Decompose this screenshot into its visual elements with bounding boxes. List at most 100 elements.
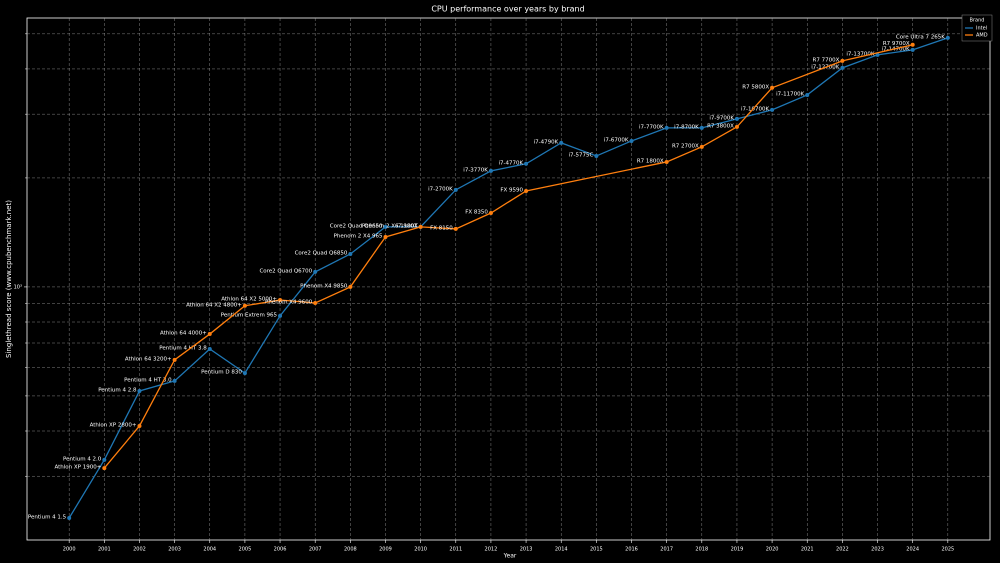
data-point (137, 388, 142, 393)
plot-area (26, 17, 991, 541)
x-tick-label: 2012 (485, 547, 498, 553)
data-label: FX 8150 (430, 225, 453, 231)
data-point (488, 211, 493, 216)
data-point (242, 303, 247, 308)
data-point (172, 378, 177, 383)
data-label: Athlon 64 X2 4800+ (186, 302, 242, 308)
data-point (524, 188, 529, 193)
data-label: R7 1800X (637, 158, 664, 164)
data-label: Phenom X4 9850 (300, 283, 348, 289)
x-tick-label: 2019 (731, 547, 744, 553)
data-label: i7-7700K (639, 124, 664, 130)
data-point (313, 269, 318, 274)
data-label: R7 3800X (707, 123, 734, 129)
data-label: i7-14700K (882, 46, 911, 52)
legend-label: AMD (976, 33, 988, 39)
legend-title: Brand (970, 18, 985, 24)
chart-title: CPU performance over years by brand (431, 5, 584, 14)
series-line (68, 37, 949, 519)
data-point (348, 284, 353, 289)
x-tick-label: 2006 (274, 547, 287, 553)
data-point (734, 124, 739, 129)
x-tick-label: 2017 (660, 547, 673, 553)
data-point (418, 224, 423, 229)
x-tick-label: 2015 (590, 547, 603, 553)
data-point (734, 116, 739, 121)
x-tick-label: 2024 (906, 547, 919, 553)
data-point (383, 234, 388, 239)
data-point (242, 371, 247, 376)
data-point (207, 332, 212, 337)
data-label: i7-8700K (674, 124, 699, 130)
data-point (664, 159, 669, 164)
x-tick-label: 2004 (203, 547, 216, 553)
data-label: Core2 Quad Q6850 (295, 250, 348, 256)
x-axis-label: Year (503, 553, 517, 560)
data-point (207, 346, 212, 351)
data-label: R7 2700X (672, 143, 699, 149)
data-label: i7-4770K (498, 160, 523, 166)
data-point (910, 47, 915, 52)
x-tick-label: 2001 (98, 547, 111, 553)
data-point (102, 466, 107, 471)
data-label: i7-3770K (463, 167, 488, 173)
x-tick-label: 2018 (695, 547, 708, 553)
x-tick-label: 2009 (379, 547, 392, 553)
data-point (67, 516, 72, 521)
data-point (699, 144, 704, 149)
data-label: i7-980X (396, 223, 418, 229)
data-point (875, 52, 880, 57)
data-label: i7-5775C (569, 152, 594, 158)
data-label: i7-13700K (846, 51, 875, 57)
x-tick-label: 2010 (414, 547, 427, 553)
data-label: Athlon XP 1900+ (54, 465, 101, 471)
legend-label: Intel (976, 26, 987, 32)
data-label: Pentium 4 2.0 (63, 456, 102, 462)
data-label: i7-10700K (741, 106, 770, 112)
data-label: Pentium 4 2.8 (98, 387, 137, 393)
data-label: Core2 Quad Q6700 (259, 268, 312, 274)
data-point (524, 161, 529, 166)
x-tick-label: 2005 (239, 547, 252, 553)
data-point (699, 125, 704, 130)
data-label: i7-2700K (428, 186, 453, 192)
data-label: i7-4790K (534, 139, 559, 145)
x-tick-label: 2002 (133, 547, 146, 553)
x-tick-label: 2007 (309, 547, 322, 553)
data-label: Athlon XP 2800+ (90, 422, 137, 428)
data-label: FX 8350 (465, 210, 488, 216)
data-label: i7-6700K (604, 137, 629, 143)
x-tick-label: 2022 (836, 547, 849, 553)
data-point (770, 107, 775, 112)
x-tick-label: 2025 (941, 547, 954, 553)
data-label: FX 9590 (500, 187, 523, 193)
x-tick-label: 2020 (766, 547, 779, 553)
x-tick-label: 2013 (520, 547, 533, 553)
data-point (278, 298, 283, 303)
data-point (840, 65, 845, 70)
data-label: R7 5800X (742, 84, 769, 90)
x-tick-label: 2021 (801, 547, 814, 553)
data-label: Phenom X4 9600 (265, 299, 313, 305)
data-label: Pentium 4 HT 3.0 (124, 377, 172, 383)
data-label: Core Ultra 7 265K (896, 34, 945, 40)
data-point (172, 357, 177, 362)
data-label: Pentium 4 1.5 (28, 515, 67, 521)
x-tick-label: 2023 (871, 547, 884, 553)
data-point (102, 457, 107, 462)
data-point (559, 140, 564, 145)
x-tick-label: 2008 (344, 547, 357, 553)
data-point (840, 58, 845, 63)
x-tick-label: 2003 (168, 547, 181, 553)
data-point (910, 42, 915, 47)
data-point (664, 125, 669, 130)
data-point (805, 92, 810, 97)
data-point (453, 187, 458, 192)
data-label: Phenom 2 X6 1100T (362, 223, 418, 229)
y-tick-label: 10³ (14, 284, 22, 290)
data-point (770, 85, 775, 90)
data-label: i7-9700K (709, 115, 734, 121)
data-label: Phenom 2 X4 965 (334, 233, 383, 239)
data-point (383, 224, 388, 229)
